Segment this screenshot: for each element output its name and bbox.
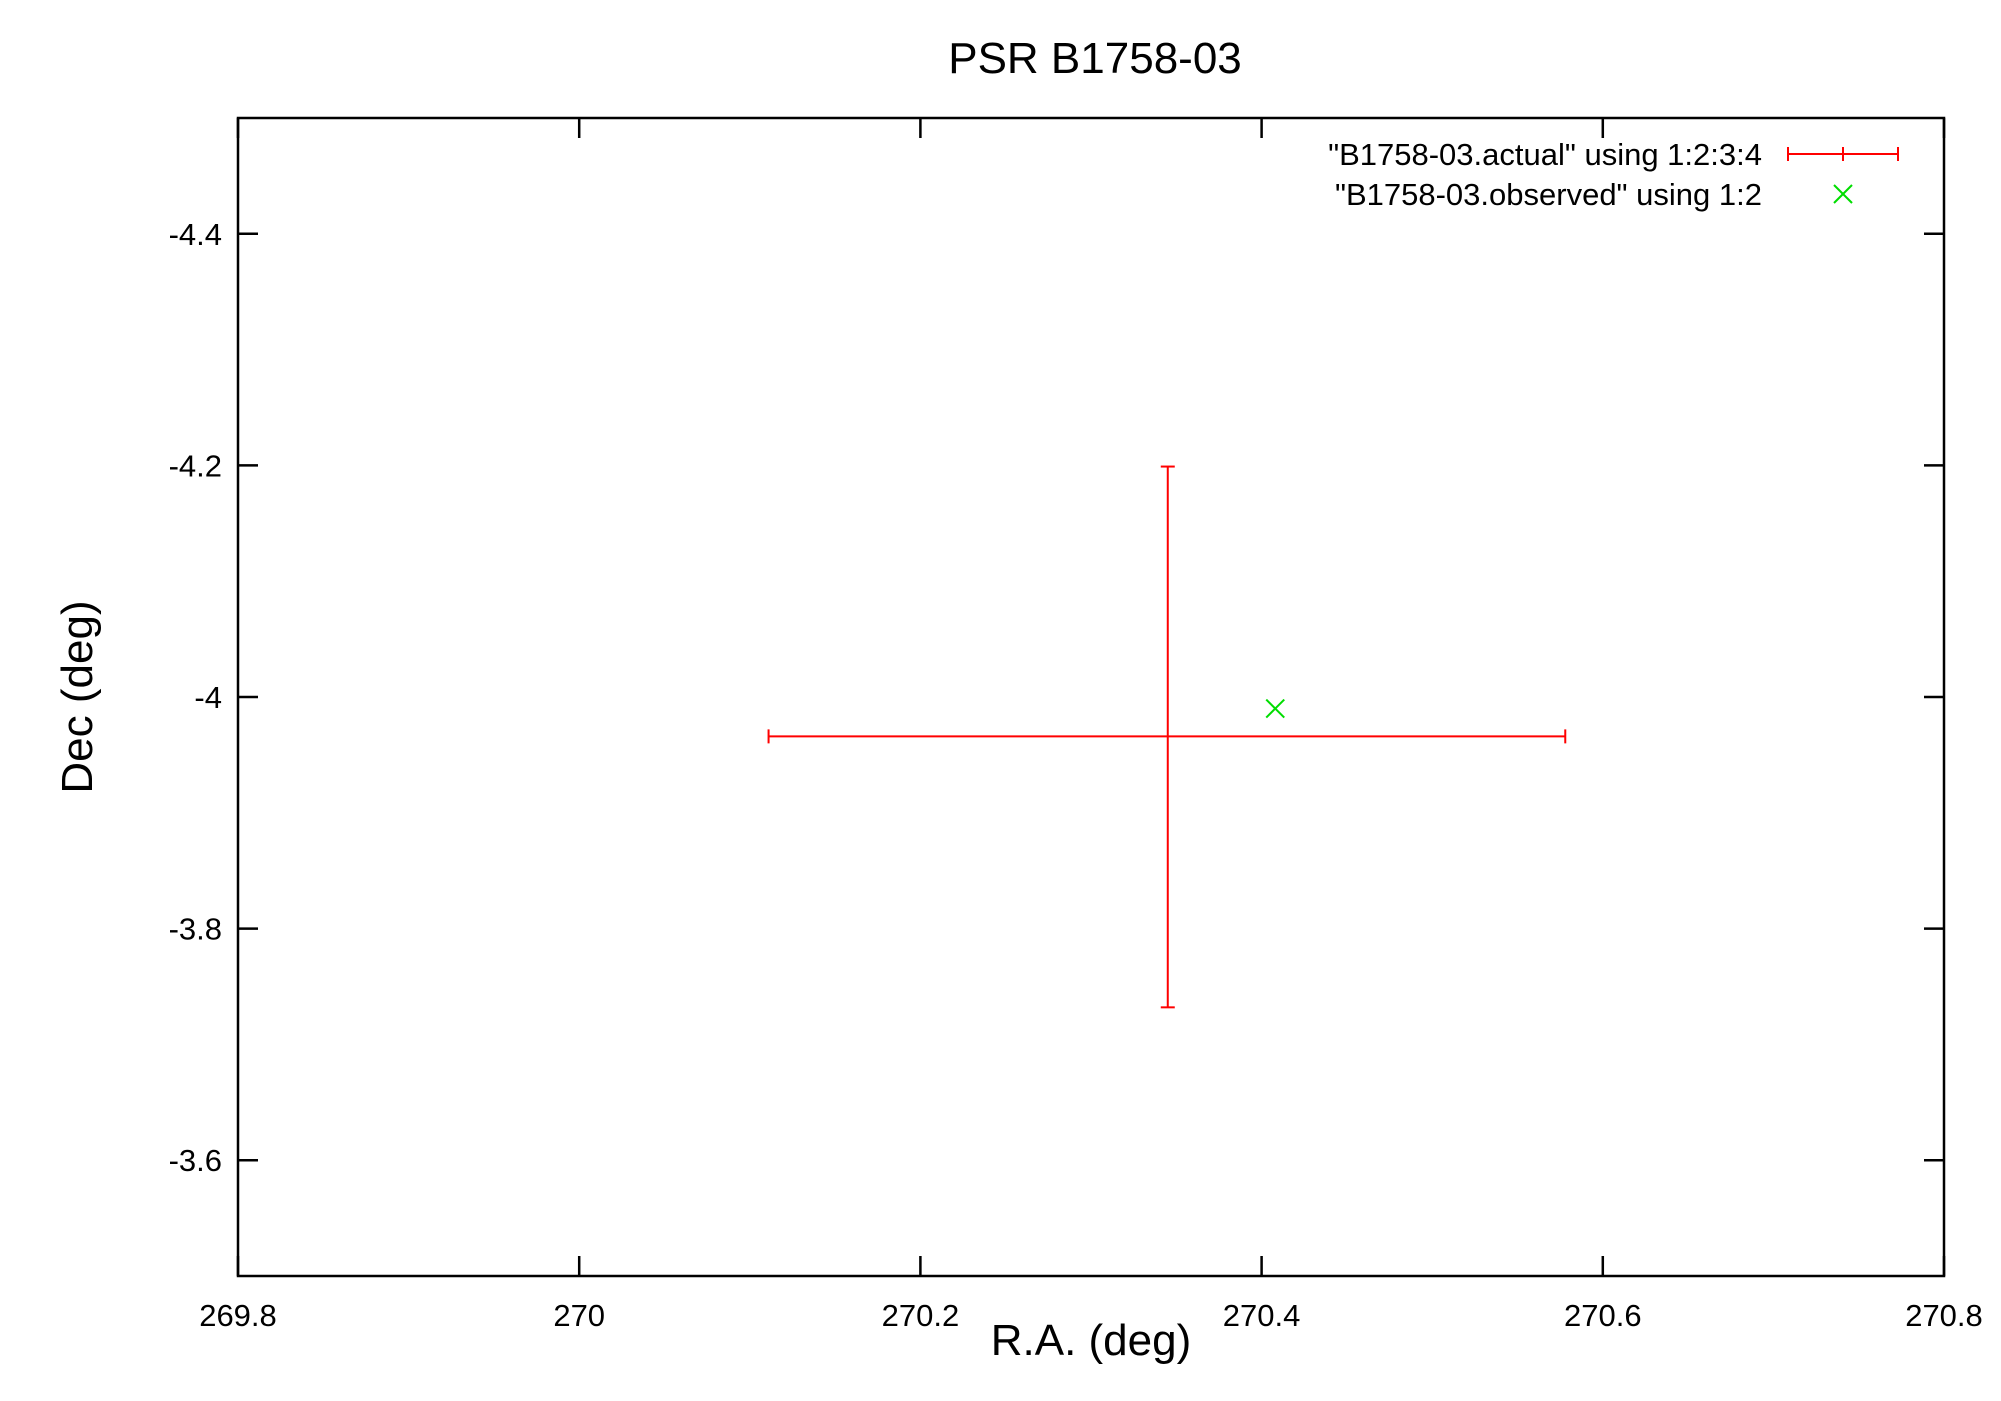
legend-label-actual: "B1758-03.actual" using 1:2:3:4 [1328,137,1762,172]
y-tick-label: -4 [194,680,222,715]
y-ticks: -4.4 -4.2 -4 -3.8 -3.6 [169,217,1944,1178]
x-tick-label: 270.4 [1223,1298,1301,1333]
y-tick-label: -4.2 [169,448,222,483]
y-axis-label: Dec (deg) [53,600,102,793]
legend-marker-stroke-b [1833,184,1853,204]
y-tick-label: -4.4 [169,217,222,252]
observed-point-stroke-b [1265,698,1285,719]
x-axis-label: R.A. (deg) [991,1316,1192,1365]
legend-key-observed [1833,184,1853,204]
x-tick-label: 270.6 [1564,1298,1642,1333]
plot-frame [236,116,1946,1278]
x-tick-label: 270.2 [882,1298,960,1333]
x-tick-label: 270 [553,1298,605,1333]
chart-title: PSR B1758-03 [948,34,1242,83]
legend-label-observed: "B1758-03.observed" using 1:2 [1335,177,1762,212]
series-layer [767,465,1567,1009]
legend: "B1758-03.actual" using 1:2:3:4 "B1758-0… [1328,137,1899,212]
x-tick-label: 269.8 [199,1298,277,1333]
x-tick-label: 270.8 [1905,1298,1983,1333]
y-tick-label: -3.6 [169,1143,222,1178]
y-tick-label: -3.8 [169,912,222,947]
legend-key-actual [1787,147,1899,161]
x-ticks: 269.8 270 270.2 270.4 270.6 270.8 [199,118,1983,1333]
